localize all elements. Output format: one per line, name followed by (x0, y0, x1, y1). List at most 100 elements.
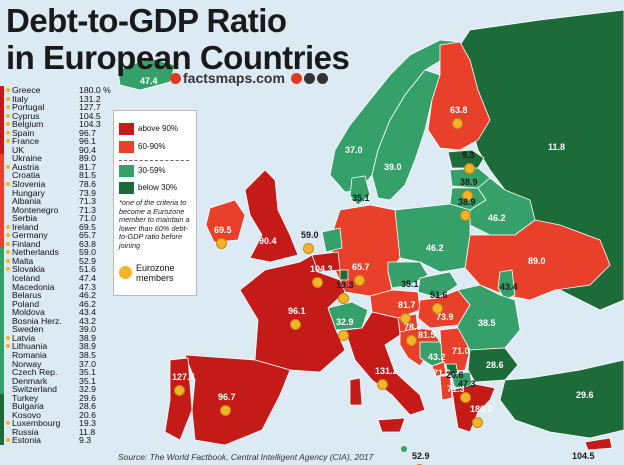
ranking-value: 71.3 (79, 204, 96, 215)
ranking-value: 47.4 (79, 273, 96, 284)
brand: factsmaps.com (170, 70, 328, 86)
country-montenegro[interactable] (431, 361, 447, 377)
map-value-label: 69.5 (214, 225, 232, 235)
map-value-label: 89.0 (528, 256, 546, 266)
eurozone-dot-icon (6, 122, 10, 127)
country-spain[interactable] (184, 354, 291, 446)
ranking-row: Latvia 38.9 (0, 334, 116, 343)
country-luxembourg[interactable] (339, 269, 349, 281)
ranking-row: Italy 131.2 (0, 93, 116, 104)
ranking-list: Greece 180.0 % Italy 131.2 Portugal 127.7 Cypr… (0, 86, 116, 445)
map-value-label: 104.3 (310, 264, 333, 274)
ranking-value: 19.3 (79, 418, 96, 429)
ranking-row: Moldova 43.4 (0, 308, 116, 317)
eurozone-dot-icon (6, 344, 10, 349)
country-malta[interactable] (401, 446, 407, 452)
legend-swatch (119, 123, 134, 135)
eurozone-dot-icon (6, 182, 10, 187)
ranking-row: Serbia 71.0 (0, 214, 116, 223)
ranking-category-bar (0, 94, 4, 104)
ranking-category-bar (0, 162, 4, 172)
twitter-icon[interactable] (303, 73, 315, 84)
ranking-row: Czech Rep. 35.1 (0, 368, 116, 377)
country-iceland[interactable] (117, 57, 176, 91)
ranking-category-bar (0, 128, 4, 138)
ranking-row: Ireland 69.5 (0, 223, 116, 232)
country-estonia[interactable] (447, 149, 485, 169)
ranking-country: Ireland (12, 221, 39, 232)
ranking-country: Norway (12, 358, 42, 369)
legend-swatch (119, 165, 134, 177)
ranking-category-bar (0, 231, 4, 240)
map-value-label: 38.9 (458, 197, 476, 207)
map-value-label: 65.7 (352, 262, 370, 272)
brand-name: factsmaps.com (183, 70, 285, 86)
country-moldova[interactable] (497, 269, 516, 301)
country-serbia[interactable] (439, 327, 471, 373)
country-uk[interactable] (244, 169, 299, 263)
country-turkey[interactable] (499, 359, 624, 439)
factsmaps-logo-icon (170, 73, 181, 84)
map-value-label: 46.2 (488, 213, 506, 223)
island-sardinia (349, 377, 363, 406)
instagram-icon[interactable] (316, 73, 328, 84)
ranking-row: Albania 71.3 (0, 197, 116, 206)
ranking-value: 52.9 (79, 255, 96, 266)
ranking-row: Russia 11.8 (0, 428, 116, 437)
ranking-category-bar (0, 282, 4, 292)
facebook-icon[interactable] (290, 73, 302, 84)
ranking-value: 39.0 (79, 324, 96, 335)
ranking-value: 32.9 (79, 384, 96, 395)
ranking-row: Montenegro 71.3 (0, 206, 116, 215)
country-czech[interactable] (387, 261, 429, 289)
country-albania[interactable] (439, 375, 453, 401)
ranking-row: Bosnia Herz. 43.2 (0, 317, 116, 326)
ranking-country: Bulgaria (12, 401, 44, 412)
eurozone-dot-icon (6, 258, 10, 263)
country-portugal[interactable] (164, 357, 193, 441)
eurozone-marker (377, 379, 388, 390)
eurozone-marker (432, 303, 443, 314)
map-value-label: 37.0 (345, 145, 363, 155)
country-ireland[interactable] (205, 199, 246, 243)
country-denmark[interactable] (349, 175, 371, 206)
map-value-label: 90.4 (259, 236, 277, 246)
eurozone-dot-icon (6, 164, 10, 169)
ranking-row: Kosovo 20.6 (0, 411, 116, 420)
eurozone-marker (220, 405, 231, 416)
ranking-country: Iceland (12, 273, 41, 284)
ranking-value: 131.2 (79, 93, 101, 104)
ranking-row: Germany 65.7 (0, 231, 116, 240)
ranking-value: 96.1 (79, 136, 96, 147)
ranking-category-bar (0, 376, 4, 386)
ranking-row: Switzerland 32.9 (0, 385, 116, 394)
ranking-row: Croatia 81.5 (0, 171, 116, 181)
ranking-category-bar (0, 427, 4, 437)
country-cyprus[interactable] (584, 437, 613, 451)
ranking-category-bar (0, 410, 4, 420)
country-finland[interactable] (427, 41, 491, 151)
map-value-label: 47.4 (140, 76, 158, 86)
ranking-category-bar (0, 111, 4, 121)
island-sicily (377, 417, 406, 433)
ranking-row: Macedonia 47.3 (0, 282, 116, 292)
ranking-row: France 96.1 (0, 137, 116, 146)
country-italy[interactable] (344, 311, 426, 416)
ranking-category-bar (0, 137, 4, 146)
country-netherlands[interactable] (321, 227, 343, 253)
eurozone-marker (400, 313, 411, 324)
ranking-country: Cyprus (12, 110, 40, 121)
ranking-value: 38.5 (79, 349, 96, 360)
ranking-row: Cyprus 104.5 (0, 112, 116, 121)
ranking-category-bar (0, 419, 4, 428)
ranking-country: Estonia (12, 435, 41, 446)
ranking-value: 9.3 (79, 435, 92, 446)
eurozone-marker (354, 275, 365, 286)
map-value-label: 71.3 (447, 384, 465, 394)
eurozone-marker (406, 335, 417, 346)
ranking-category-bar (0, 342, 4, 351)
country-slovakia[interactable] (417, 271, 459, 299)
ranking-row: Netherlands 59.0 (0, 248, 116, 257)
ranking-country: Ukraine (12, 153, 42, 164)
ranking-value: 90.4 (79, 144, 96, 155)
